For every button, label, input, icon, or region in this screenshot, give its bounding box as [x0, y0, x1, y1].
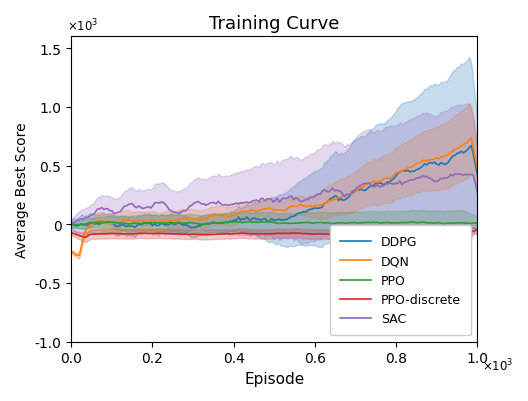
- SAC: [441, 176, 448, 180]
- PPO-discrete: [441, 232, 448, 237]
- PPO: [444, 221, 450, 226]
- PPO: [233, 220, 240, 225]
- DQN: [76, 253, 82, 258]
- PPO-discrete: [146, 231, 152, 236]
- DQN: [68, 249, 74, 254]
- SAC: [68, 221, 74, 226]
- DDPG: [84, 223, 91, 228]
- PPO-discrete: [68, 231, 74, 235]
- DDPG: [468, 144, 475, 149]
- Title: Training Curve: Training Curve: [209, 15, 340, 33]
- DDPG: [144, 222, 150, 227]
- Line: DDPG: DDPG: [71, 146, 477, 228]
- Text: $\times$$10^3$: $\times$$10^3$: [67, 18, 99, 34]
- SAC: [474, 190, 480, 195]
- PPO-discrete: [474, 228, 480, 233]
- SAC: [178, 210, 185, 215]
- DQN: [468, 136, 475, 141]
- SAC: [452, 172, 458, 177]
- DDPG: [474, 173, 480, 178]
- Line: SAC: SAC: [71, 174, 477, 224]
- SAC: [95, 207, 101, 212]
- DQN: [456, 146, 462, 150]
- PPO: [87, 221, 93, 226]
- DDPG: [176, 220, 183, 225]
- Line: DQN: DQN: [71, 139, 477, 256]
- PPO-discrete: [95, 232, 101, 237]
- DDPG: [441, 163, 448, 168]
- DQN: [146, 219, 152, 224]
- Text: $\times$$10^3$: $\times$$10^3$: [482, 357, 513, 374]
- PPO: [458, 221, 464, 226]
- DDPG: [456, 152, 462, 156]
- DQN: [178, 217, 185, 221]
- SAC: [146, 205, 152, 210]
- DQN: [87, 224, 93, 229]
- Line: PPO: PPO: [71, 222, 477, 225]
- Line: PPO-discrete: PPO-discrete: [71, 230, 477, 238]
- PPO-discrete: [456, 232, 462, 237]
- PPO-discrete: [82, 235, 89, 240]
- DDPG: [68, 223, 74, 228]
- DDPG: [92, 222, 99, 227]
- Y-axis label: Average Best Score: Average Best Score: [15, 122, 29, 257]
- X-axis label: Episode: Episode: [244, 371, 305, 386]
- DQN: [474, 166, 480, 171]
- SAC: [458, 172, 464, 177]
- PPO: [146, 221, 152, 226]
- PPO: [95, 220, 101, 225]
- PPO-discrete: [178, 232, 185, 237]
- SAC: [87, 215, 93, 219]
- PPO: [178, 221, 185, 226]
- SAC: [70, 221, 77, 226]
- DDPG: [188, 226, 195, 231]
- DQN: [95, 219, 101, 224]
- PPO: [74, 223, 80, 227]
- DQN: [441, 154, 448, 159]
- PPO: [68, 223, 74, 227]
- PPO: [474, 221, 480, 226]
- PPO-discrete: [87, 233, 93, 238]
- Legend: DDPG, DQN, PPO, PPO-discrete, SAC: DDPG, DQN, PPO, PPO-discrete, SAC: [330, 226, 471, 336]
